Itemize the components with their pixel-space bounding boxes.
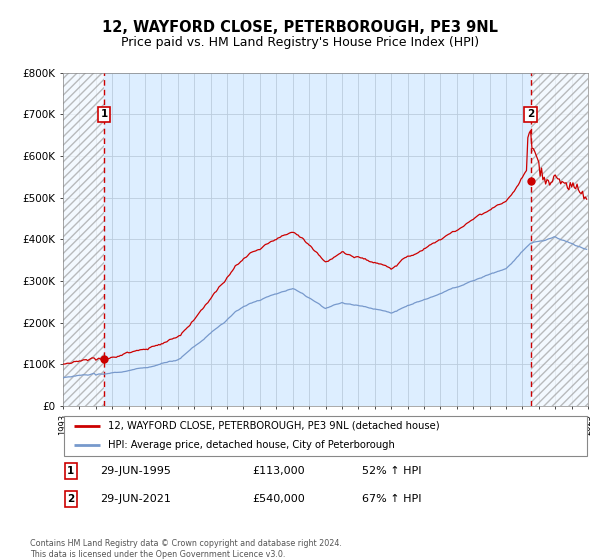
Text: £540,000: £540,000 [252, 494, 305, 504]
Text: 1: 1 [67, 466, 74, 476]
Text: 12, WAYFORD CLOSE, PETERBOROUGH, PE3 9NL (detached house): 12, WAYFORD CLOSE, PETERBOROUGH, PE3 9NL… [107, 421, 439, 431]
Text: 29-JUN-1995: 29-JUN-1995 [100, 466, 170, 476]
Text: £113,000: £113,000 [252, 466, 305, 476]
Text: 1: 1 [100, 109, 107, 119]
Text: Price paid vs. HM Land Registry's House Price Index (HPI): Price paid vs. HM Land Registry's House … [121, 36, 479, 49]
Text: 12, WAYFORD CLOSE, PETERBOROUGH, PE3 9NL: 12, WAYFORD CLOSE, PETERBOROUGH, PE3 9NL [102, 20, 498, 35]
Text: 29-JUN-2021: 29-JUN-2021 [100, 494, 170, 504]
Text: 67% ↑ HPI: 67% ↑ HPI [362, 494, 422, 504]
FancyBboxPatch shape [64, 416, 587, 456]
Text: HPI: Average price, detached house, City of Peterborough: HPI: Average price, detached house, City… [107, 440, 395, 450]
Text: 52% ↑ HPI: 52% ↑ HPI [362, 466, 422, 476]
Bar [530, 73, 588, 406]
Text: Contains HM Land Registry data © Crown copyright and database right 2024.
This d: Contains HM Land Registry data © Crown c… [30, 539, 342, 559]
Text: 2: 2 [67, 494, 74, 504]
Text: 2: 2 [527, 109, 534, 119]
Bar [63, 73, 104, 406]
